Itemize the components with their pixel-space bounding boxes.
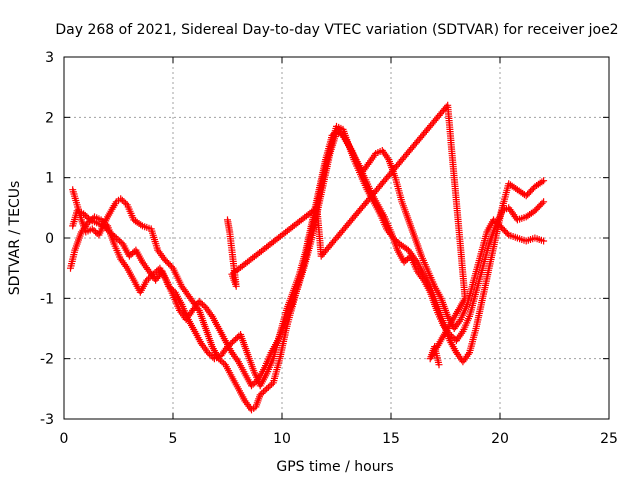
x-tick-label: 25 xyxy=(600,431,618,447)
data-point xyxy=(87,216,95,224)
data-point xyxy=(207,352,215,360)
data-point xyxy=(233,334,241,342)
data-point xyxy=(117,195,125,203)
data-point xyxy=(206,350,213,358)
data-point xyxy=(230,337,238,345)
data-point xyxy=(122,199,130,207)
data-point xyxy=(100,219,108,227)
y-tick-label: -3 xyxy=(40,412,54,428)
data-point xyxy=(249,380,257,388)
data-point xyxy=(83,213,91,221)
data-point xyxy=(268,380,276,388)
data-point xyxy=(84,219,92,227)
x-tick-label: 0 xyxy=(60,431,69,447)
y-tick-label: 3 xyxy=(45,50,54,66)
data-point xyxy=(153,267,161,275)
data-point xyxy=(81,211,89,219)
data-point xyxy=(540,237,548,245)
data-point xyxy=(118,196,126,204)
data-point xyxy=(403,255,411,263)
data-point xyxy=(540,198,548,206)
data-point xyxy=(195,297,203,305)
data-point xyxy=(538,178,546,186)
data-point xyxy=(218,358,226,366)
data-point xyxy=(80,210,88,218)
data-point xyxy=(99,217,107,225)
data-point xyxy=(256,391,264,399)
data-point xyxy=(263,385,271,393)
y-axis-label: SDTVAR / TECUs xyxy=(7,181,23,296)
x-tick-label: 5 xyxy=(169,431,178,447)
data-point xyxy=(197,299,205,307)
data-point xyxy=(116,237,124,245)
x-tick-label: 10 xyxy=(273,431,291,447)
data-point xyxy=(248,382,255,390)
y-tick-label: 0 xyxy=(45,231,54,247)
series-track-c xyxy=(67,128,548,390)
data-point xyxy=(151,269,159,277)
data-point xyxy=(228,338,236,346)
data-point xyxy=(266,382,274,390)
data-point xyxy=(538,199,546,207)
data-point xyxy=(251,379,259,387)
data-point xyxy=(143,276,151,284)
data-point xyxy=(400,258,408,266)
data-point xyxy=(449,334,457,342)
y-tick-label: -2 xyxy=(40,352,54,368)
data-point xyxy=(148,272,156,280)
data-point xyxy=(435,361,443,369)
data-point xyxy=(264,383,272,391)
data-point xyxy=(448,332,455,340)
data-point xyxy=(232,335,240,343)
data-point xyxy=(503,230,511,237)
data-point xyxy=(540,177,548,185)
data-point xyxy=(97,216,105,224)
x-tick-label: 20 xyxy=(491,431,509,447)
data-point xyxy=(90,227,98,234)
x-tick-label: 15 xyxy=(382,431,400,447)
y-tick-label: 2 xyxy=(45,110,54,126)
data-point xyxy=(261,386,269,394)
y-tick-label: -1 xyxy=(40,291,54,307)
data-point xyxy=(120,198,128,206)
data-point xyxy=(402,257,410,265)
data-point xyxy=(92,228,100,236)
data-point xyxy=(490,216,497,224)
series-spikes xyxy=(224,101,469,369)
data-point xyxy=(494,220,502,228)
data-point xyxy=(491,217,499,225)
data-point xyxy=(146,273,154,281)
y-tick-label: 1 xyxy=(45,171,54,187)
data-point xyxy=(260,388,267,396)
series-track-a xyxy=(69,122,548,414)
data-point xyxy=(258,389,266,397)
data-point xyxy=(204,349,212,357)
data-point xyxy=(129,249,137,257)
data-point xyxy=(493,219,501,227)
data-point xyxy=(145,275,152,283)
data-point xyxy=(149,270,157,278)
data-point xyxy=(127,251,135,259)
x-axis-label: GPS time / hours xyxy=(276,459,393,475)
axis-ticks: 0 5 10 15 20 25 -3 -2 -1 0 1 2 3 xyxy=(40,50,618,447)
data-point xyxy=(86,217,94,225)
data-point xyxy=(198,300,206,308)
data-series xyxy=(67,101,548,414)
data-point xyxy=(88,225,96,233)
data-point xyxy=(125,252,133,260)
chart-title: Day 268 of 2021, Sidereal Day-to-day VTE… xyxy=(55,22,618,38)
